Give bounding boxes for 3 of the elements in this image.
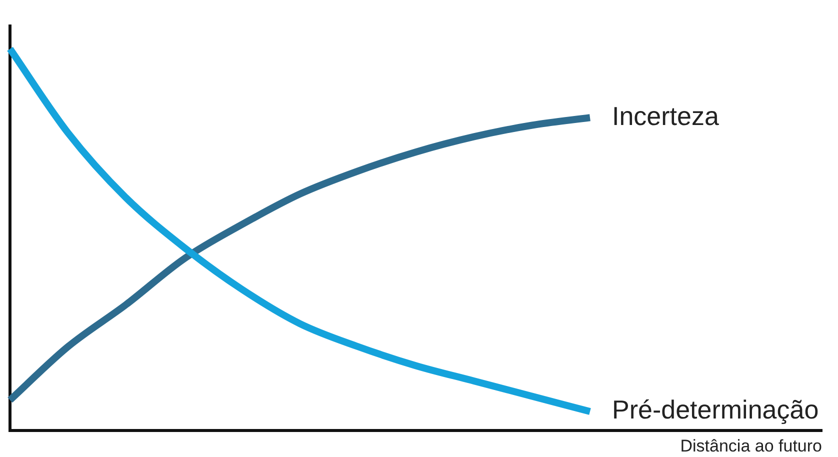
series-label: Pré-determinação (612, 394, 819, 425)
series-label: Incerteza (612, 100, 720, 131)
x-axis-title: Distância ao futuro (680, 436, 822, 456)
